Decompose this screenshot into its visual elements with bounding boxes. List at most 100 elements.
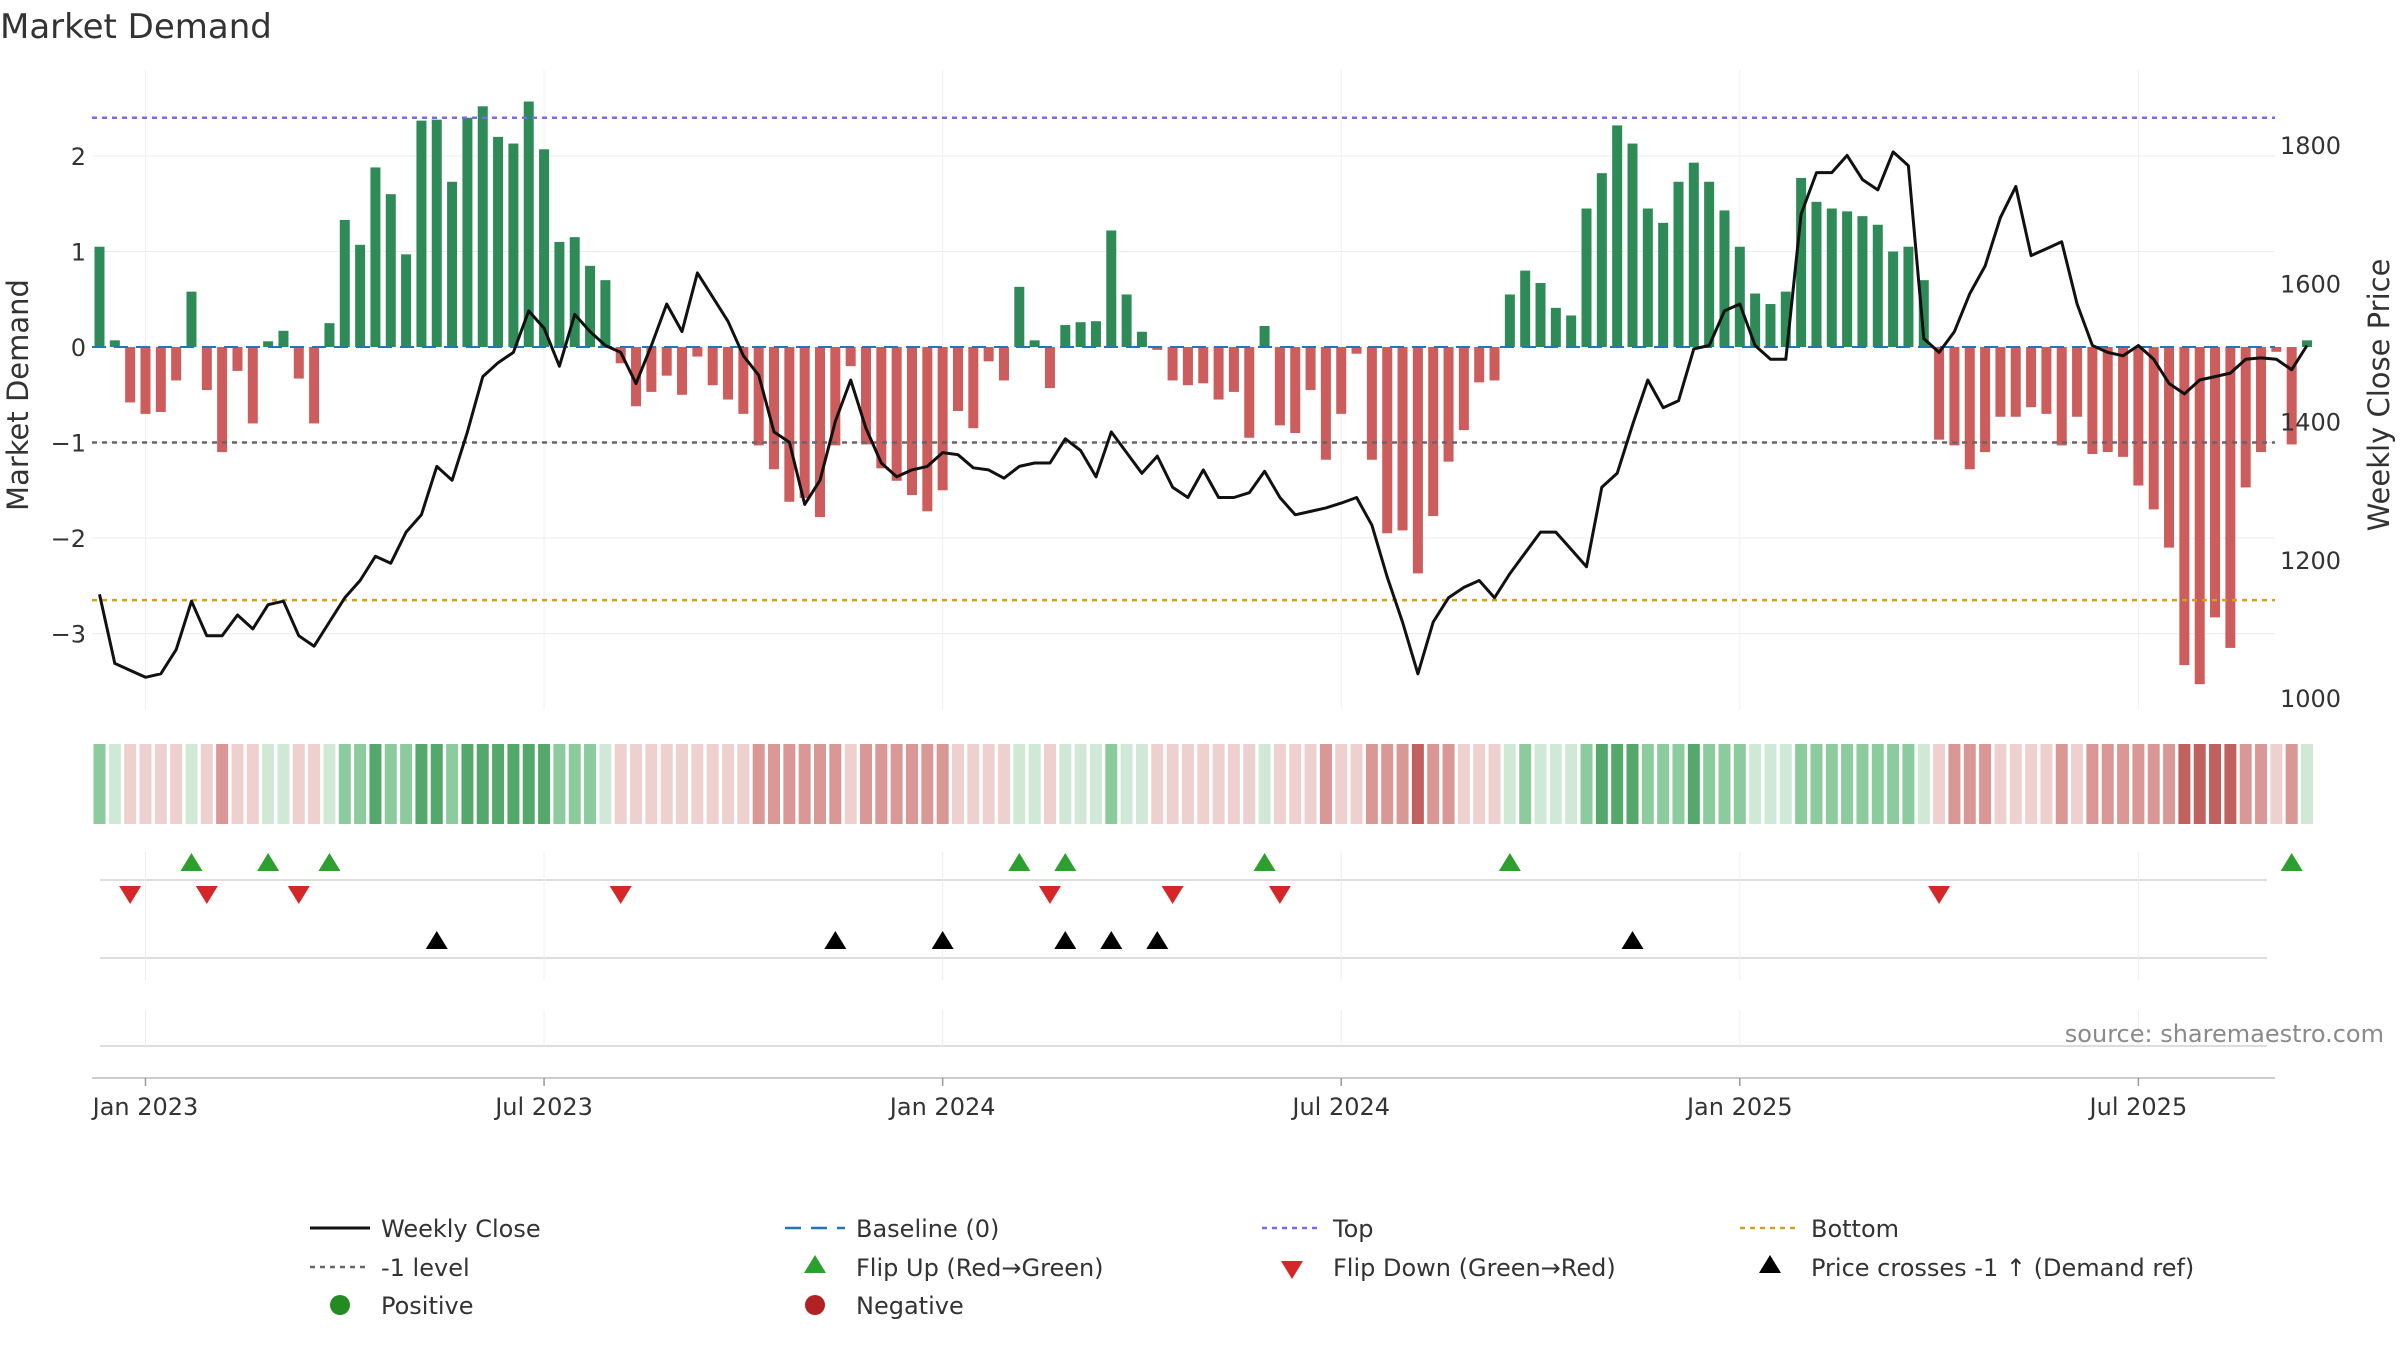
- strip-cell: [415, 744, 428, 824]
- bar-negative: [201, 347, 212, 390]
- strip-cell: [1304, 744, 1317, 824]
- bar-negative: [1995, 347, 2006, 417]
- bar-positive: [1918, 280, 1929, 348]
- legend-swatch: [1281, 1261, 1303, 1279]
- strip-cell: [354, 744, 367, 824]
- bar-positive: [1029, 340, 1040, 348]
- strip-cell: [1963, 744, 1976, 824]
- bar-negative: [2210, 347, 2221, 618]
- strip-cell: [798, 744, 811, 824]
- bar-positive: [1520, 270, 1531, 348]
- bar-positive: [186, 291, 197, 348]
- x-axis: Jan 2023 Jul 2023 Jan 2024 Jul 2024 Jan 2025…: [91, 1077, 2275, 1121]
- strip-cell: [124, 744, 137, 824]
- strip-cell: [1519, 744, 1532, 824]
- bar-positive: [263, 341, 274, 348]
- strip-cell: [722, 744, 735, 824]
- strip-cell: [1197, 744, 1210, 824]
- bar-positive: [1075, 322, 1086, 348]
- left-tick-label: −2: [51, 525, 86, 553]
- bar-negative: [2041, 347, 2052, 414]
- bar-positive: [1136, 331, 1147, 348]
- bar-negative: [1474, 347, 1485, 383]
- bar-negative: [2087, 347, 2098, 454]
- bar-negative: [2118, 347, 2129, 457]
- bar-positive: [1535, 283, 1546, 348]
- strip-cell: [1611, 744, 1624, 824]
- bar-negative: [1274, 347, 1285, 426]
- bar-negative: [1412, 347, 1423, 574]
- bar-negative: [2225, 347, 2236, 648]
- strip-cell: [1120, 744, 1133, 824]
- flip-up-marker: [318, 853, 341, 871]
- strip-cell: [1534, 744, 1547, 824]
- strip-cell: [997, 744, 1010, 824]
- strip-cell: [1749, 744, 1762, 824]
- bar-negative: [1213, 347, 1224, 400]
- strip-cell: [461, 744, 474, 824]
- strip-cell: [2009, 744, 2022, 824]
- strip-cell: [1335, 744, 1348, 824]
- strip-cell: [1289, 744, 1302, 824]
- bar-positive: [1550, 307, 1561, 348]
- bar-positive: [1888, 251, 1899, 348]
- x-tick-label: Jul 2025: [2088, 1093, 2188, 1121]
- bar-positive: [1719, 210, 1730, 348]
- legend-entry-weekly_close: Weekly Close: [310, 1215, 541, 1243]
- right-tick-label: 1000: [2280, 685, 2341, 713]
- strip-cell: [2209, 744, 2222, 824]
- strip-cell: [1703, 744, 1716, 824]
- bar-positive: [1060, 325, 1071, 348]
- bar-positive: [1658, 222, 1669, 348]
- bar-negative: [2056, 347, 2067, 446]
- strip-cell: [1013, 744, 1026, 824]
- bar-positive: [1566, 315, 1577, 348]
- bar-negative: [1336, 347, 1347, 414]
- bar-negative: [1980, 347, 1991, 453]
- bar-positive: [1765, 304, 1776, 348]
- strip-cell: [1427, 744, 1440, 824]
- price-cross-marker: [1146, 931, 1169, 949]
- reference-lines: [92, 116, 2275, 602]
- strip-cell: [323, 744, 336, 824]
- strip-cell: [1887, 744, 1900, 824]
- strip-cell: [1074, 744, 1087, 824]
- bar-positive: [1857, 216, 1868, 348]
- strip-cell: [921, 744, 934, 824]
- strip-cell: [783, 744, 796, 824]
- strip-cell: [691, 744, 704, 824]
- strip-cell: [1105, 744, 1118, 824]
- legend-label: Bottom: [1811, 1215, 1899, 1243]
- left-tick-label: −3: [51, 621, 86, 649]
- strip-cell: [93, 744, 106, 824]
- bar-negative: [1167, 347, 1178, 381]
- strip-cell: [875, 744, 888, 824]
- bar-positive: [324, 323, 335, 348]
- strip-cell: [982, 744, 995, 824]
- x-tick-label: Jan 2023: [91, 1093, 199, 1121]
- strip-cell: [2132, 744, 2145, 824]
- flip-down-marker: [1268, 886, 1291, 904]
- bar-positive: [569, 237, 580, 348]
- strip-cell: [231, 744, 244, 824]
- bar-negative: [1198, 347, 1209, 384]
- bar-negative: [2286, 347, 2297, 445]
- flip-up-marker: [2280, 853, 2303, 871]
- bar-negative: [891, 347, 902, 481]
- demand-color-strip: [93, 744, 2314, 824]
- bar-negative: [876, 347, 887, 469]
- bar-negative: [217, 347, 228, 453]
- strip-cell: [1089, 744, 1102, 824]
- strip-cell: [676, 744, 689, 824]
- strip-cell: [170, 744, 183, 824]
- strip-cell: [1979, 744, 1992, 824]
- strip-cell: [814, 744, 827, 824]
- strip-cell: [1212, 744, 1225, 824]
- strip-cell: [936, 744, 949, 824]
- flip-up-marker: [257, 853, 280, 871]
- strip-cell: [660, 744, 673, 824]
- flip-down-marker: [119, 886, 142, 904]
- bar-positive: [385, 194, 396, 348]
- strip-cell: [1549, 744, 1562, 824]
- bar-negative: [2179, 347, 2190, 666]
